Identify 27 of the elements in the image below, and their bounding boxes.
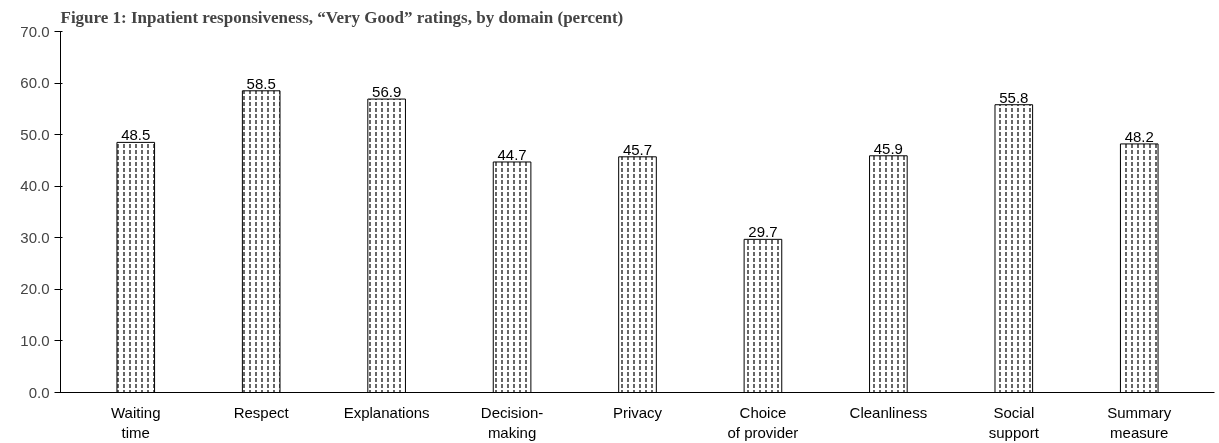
data-label: 45.7 — [622, 140, 653, 158]
x-tick-label: Waiting time — [111, 403, 161, 441]
data-label: 48.2 — [1124, 127, 1154, 145]
x-tick-label: Privacy — [612, 403, 663, 421]
x-tick-label: Social support — [988, 403, 1040, 441]
y-tick-label: 10.0 — [20, 331, 50, 349]
data-label: 56.9 — [372, 83, 402, 101]
data-label: 45.9 — [873, 139, 903, 157]
x-tick-label: Explanations — [343, 403, 430, 421]
data-label: 55.8 — [999, 88, 1029, 106]
y-tick-label: 40.0 — [20, 177, 50, 195]
x-tick-label: Summary measure — [1107, 403, 1172, 441]
data-label: 44.7 — [497, 145, 527, 163]
y-tick-label: 60.0 — [20, 74, 50, 92]
y-tick-label: 0.0 — [28, 383, 50, 401]
y-tick-label: 20.0 — [20, 280, 50, 298]
data-label: 48.5 — [121, 126, 151, 144]
data-label: 29.7 — [748, 223, 778, 241]
y-tick-label: 30.0 — [20, 228, 50, 246]
data-label: 58.5 — [246, 74, 276, 92]
y-tick-label: 70.0 — [20, 22, 50, 40]
x-tick-label: Choice of provider — [727, 403, 799, 441]
x-tick-label: Respect — [233, 403, 290, 421]
x-tick-label: Decision- making — [480, 403, 544, 441]
y-tick-label: 50.0 — [20, 125, 50, 143]
chart-title: Figure 1: Inpatient responsiveness, “Very Good” ratings, by domain (percent) — [60, 7, 624, 27]
x-tick-label: Cleanliness — [849, 403, 928, 421]
